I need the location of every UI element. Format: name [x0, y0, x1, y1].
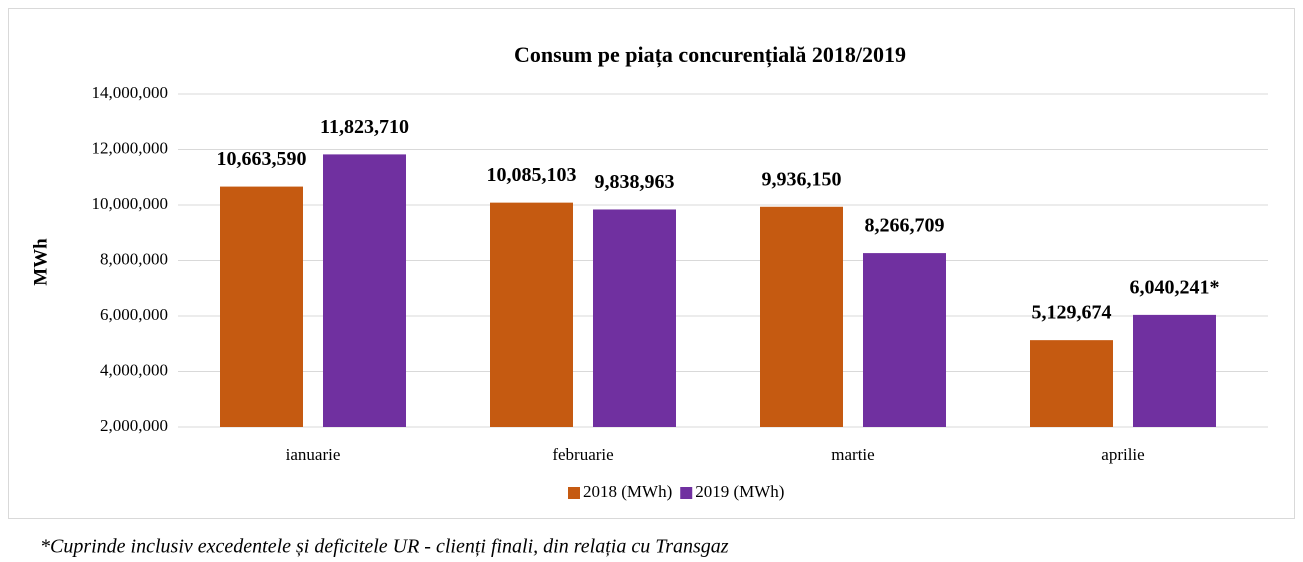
y-tick-label: 6,000,000	[100, 305, 168, 324]
legend-swatch	[568, 487, 580, 499]
bar	[863, 253, 946, 427]
value-label: 10,663,590	[217, 148, 307, 170]
value-label: 10,085,103	[487, 164, 577, 186]
value-label: 11,823,710	[320, 116, 409, 138]
y-tick-label: 12,000,000	[92, 138, 169, 157]
bar	[220, 186, 303, 427]
bar	[1133, 314, 1216, 427]
bar	[490, 202, 573, 427]
bar	[760, 206, 843, 427]
y-tick-label: 2,000,000	[100, 416, 168, 435]
bar	[323, 154, 406, 428]
legend-swatch	[680, 487, 693, 499]
x-tick-label: ianuarie	[286, 445, 341, 464]
legend-label: 2018 (MWh)	[583, 482, 672, 501]
bar	[593, 209, 676, 427]
value-label: 5,129,674	[1032, 302, 1112, 324]
y-tick-label: 10,000,000	[92, 194, 169, 213]
y-tick-label: 4,000,000	[100, 360, 168, 379]
x-tick-label: aprilie	[1101, 445, 1144, 464]
bar	[1030, 340, 1113, 427]
legend-label: 2019 (MWh)	[695, 482, 784, 501]
value-label: 8,266,709	[865, 215, 945, 237]
x-tick-label: februarie	[552, 445, 613, 464]
y-tick-label: 14,000,000	[92, 83, 169, 102]
y-tick-label: 8,000,000	[100, 249, 168, 268]
value-label: 9,838,963	[595, 171, 675, 193]
footnote: *Cuprinde inclusiv excedentele și defici…	[40, 536, 729, 558]
value-label: 9,936,150	[762, 168, 842, 190]
x-tick-label: martie	[831, 445, 874, 464]
value-label: 6,040,241*	[1130, 276, 1220, 298]
y-axis-label: MWh	[30, 238, 51, 286]
chart-title: Consum pe piața concurențială 2018/2019	[514, 42, 906, 68]
